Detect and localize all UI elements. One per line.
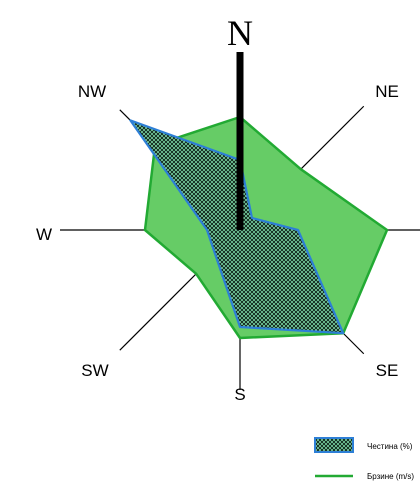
legend-swatch-frequency bbox=[314, 437, 354, 453]
legend-label-speed: Брзине (m/s) bbox=[367, 472, 414, 481]
label-n: N bbox=[227, 13, 253, 53]
direction-labels: N NE SE S SW W NW bbox=[36, 13, 399, 404]
label-s: S bbox=[234, 385, 245, 404]
legend: Честина (%) Брзине (m/s) bbox=[314, 437, 414, 481]
legend-label-frequency: Честина (%) bbox=[367, 442, 413, 451]
data-polygons bbox=[129, 115, 389, 340]
label-w: W bbox=[36, 225, 52, 244]
label-se: SE bbox=[376, 361, 399, 380]
label-nw: NW bbox=[78, 82, 106, 101]
label-ne: NE bbox=[375, 82, 399, 101]
label-sw: SW bbox=[81, 361, 108, 380]
